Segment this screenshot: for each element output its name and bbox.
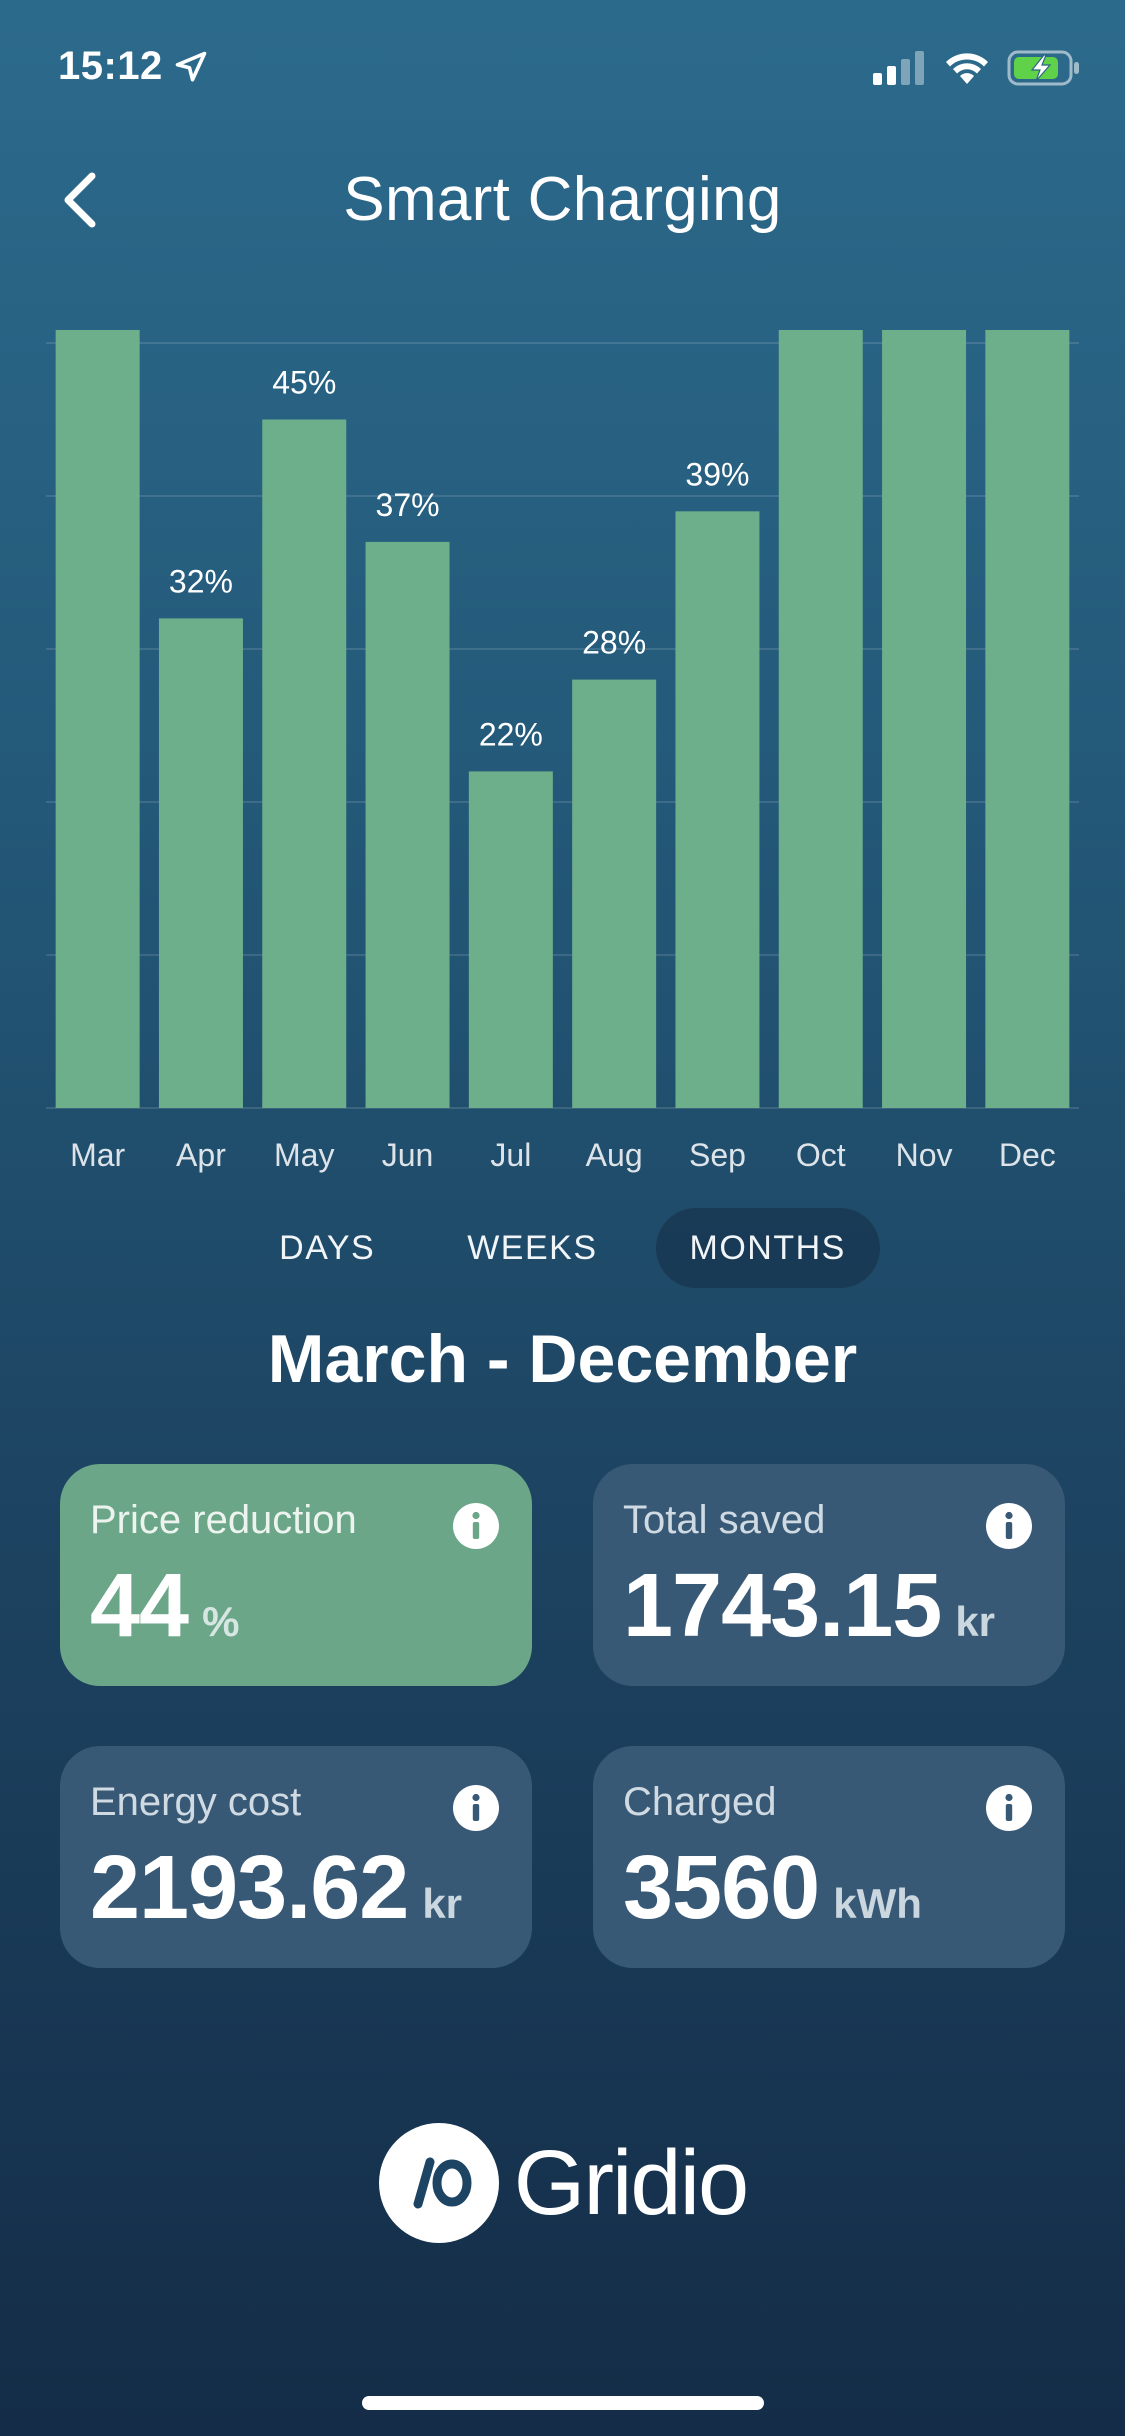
bar-value-label: 39%: [685, 456, 749, 492]
info-icon[interactable]: [452, 1502, 500, 1550]
period-selector: DAYS WEEKS MONTHS: [0, 1208, 1125, 1288]
brand-name: Gridio: [513, 2131, 749, 2234]
bar-jun[interactable]: [365, 541, 450, 1108]
bar-dec[interactable]: [985, 144, 1070, 1109]
price-reduction-unit: %: [202, 1598, 240, 1645]
battery-charging-icon: [1007, 50, 1079, 86]
energy-cost-label: Energy cost: [90, 1780, 302, 1824]
price-reduction-value: 44: [90, 1556, 189, 1656]
charged-label: Charged: [623, 1780, 777, 1824]
location-arrow-icon: [175, 51, 207, 82]
x-tick-label: May: [274, 1137, 334, 1173]
header: Smart Charging: [0, 150, 1125, 250]
status-time: 15:12: [58, 44, 209, 89]
info-icon[interactable]: [985, 1784, 1033, 1832]
cellular-signal-icon: [873, 51, 924, 85]
total-saved-unit: kr: [955, 1598, 996, 1645]
x-tick-label: Apr: [176, 1137, 226, 1173]
bar-sep[interactable]: [675, 511, 760, 1108]
x-tick-label: Oct: [796, 1137, 846, 1173]
tab-months[interactable]: MONTHS: [655, 1208, 880, 1288]
x-tick-label: Jun: [382, 1137, 434, 1173]
page-title: Smart Charging: [343, 165, 782, 234]
gridio-logo: Gridio: [0, 2118, 1125, 2248]
bar-value-label: 32%: [169, 563, 233, 599]
bar-mar[interactable]: [55, 297, 140, 1109]
bar-apr[interactable]: [158, 618, 243, 1108]
energy-cost-value-row: 2193.62 kr: [90, 1837, 462, 1940]
home-indicator[interactable]: [362, 2396, 764, 2410]
bar-chart-svg: 53%Mar32%Apr45%May37%Jun22%Jul28%Aug39%S…: [46, 36, 1079, 1173]
x-tick-label: Dec: [999, 1137, 1056, 1173]
price-reduction-card: Price reduction 44 %: [60, 1464, 532, 1686]
x-tick-label: Jul: [490, 1137, 531, 1173]
chevron-left-icon: [64, 172, 96, 228]
status-bar: 15:12: [0, 0, 1125, 140]
x-tick-label: Sep: [689, 1137, 746, 1173]
info-icon[interactable]: [985, 1502, 1033, 1550]
monthly-savings-chart: 53%Mar32%Apr45%May37%Jun22%Jul28%Aug39%S…: [0, 36, 1125, 1190]
bar-jul[interactable]: [468, 771, 553, 1108]
bar-value-label: 37%: [376, 487, 440, 523]
status-icons: [873, 50, 1081, 86]
bar-value-label: 28%: [582, 625, 646, 661]
period-title: March - December: [267, 1321, 858, 1397]
back-button[interactable]: [44, 164, 116, 236]
info-icon[interactable]: [452, 1784, 500, 1832]
wifi-icon: [946, 53, 988, 84]
bar-nov[interactable]: [882, 235, 967, 1108]
bar-may[interactable]: [262, 419, 347, 1109]
gridio-mark-icon: [378, 2123, 499, 2243]
price-reduction-label: Price reduction: [90, 1498, 357, 1542]
bar-oct[interactable]: [778, 205, 863, 1109]
bar-aug[interactable]: [572, 679, 657, 1108]
energy-cost-unit: kr: [422, 1880, 463, 1927]
energy-cost-value: 2193.62: [90, 1838, 409, 1938]
tab-days[interactable]: DAYS: [279, 1228, 376, 1267]
total-saved-card: Total saved 1743.15 kr: [593, 1464, 1065, 1686]
charged-unit: kWh: [833, 1880, 922, 1927]
charged-value-row: 3560 kWh: [623, 1837, 922, 1940]
bar-value-label: 22%: [479, 716, 543, 752]
total-saved-value-row: 1743.15 kr: [623, 1555, 995, 1658]
total-saved-value: 1743.15: [623, 1556, 942, 1656]
charged-value: 3560: [623, 1838, 820, 1938]
price-reduction-value-row: 44 %: [90, 1555, 239, 1658]
energy-cost-card: Energy cost 2193.62 kr: [60, 1746, 532, 1968]
bar-value-label: 45%: [272, 365, 336, 401]
x-tick-label: Mar: [70, 1137, 125, 1173]
x-tick-label: Nov: [896, 1137, 953, 1173]
clock: 15:12: [58, 44, 163, 88]
x-tick-label: Aug: [586, 1137, 643, 1173]
tab-weeks[interactable]: WEEKS: [467, 1228, 598, 1267]
total-saved-label: Total saved: [623, 1498, 826, 1542]
charged-card: Charged 3560 kWh: [593, 1746, 1065, 1968]
